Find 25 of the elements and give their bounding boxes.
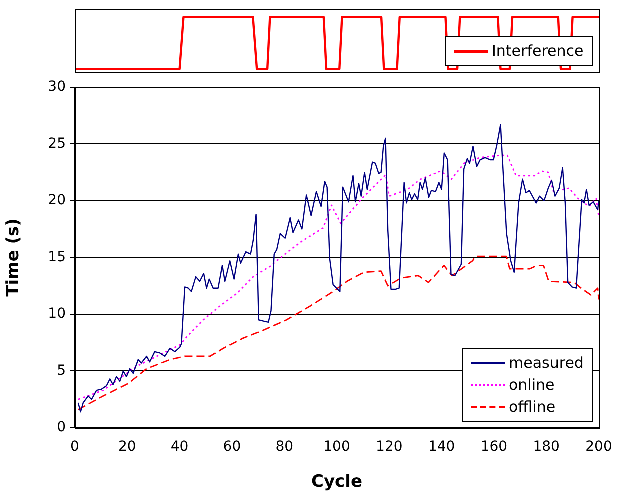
y-tick-label: 10	[48, 306, 66, 322]
y-tick-label: 30	[48, 79, 66, 96]
y-tick-label: 25	[48, 136, 66, 152]
x-tick-label: 80	[276, 439, 294, 456]
y-tick-label: 0	[57, 420, 66, 436]
x-tick-label: 40	[170, 439, 189, 456]
x-tick-label: 100	[324, 439, 350, 456]
y-tick-label: 15	[48, 249, 66, 266]
x-tick-label: 20	[118, 439, 136, 456]
y-axis-title: Time (s)	[4, 218, 24, 297]
x-tick-label: 140	[428, 439, 456, 456]
x-tick-label: 120	[376, 439, 403, 456]
legend-label: offline	[509, 397, 556, 418]
legend-label: measured	[509, 353, 584, 374]
x-tick-label: 0	[70, 439, 80, 456]
x-tick-label: 200	[586, 439, 612, 456]
x-tick-label: 180	[533, 439, 560, 456]
legend-label: Interference	[492, 41, 584, 62]
y-tick-label: 20	[48, 192, 66, 209]
y-tick-label: 5	[57, 362, 66, 379]
x-tick-label: 60	[223, 439, 242, 456]
x-axis-title: Cycle	[312, 472, 362, 492]
x-tick-label: 160	[480, 439, 508, 456]
line-series	[78, 256, 599, 411]
legend-label: online	[509, 375, 555, 396]
